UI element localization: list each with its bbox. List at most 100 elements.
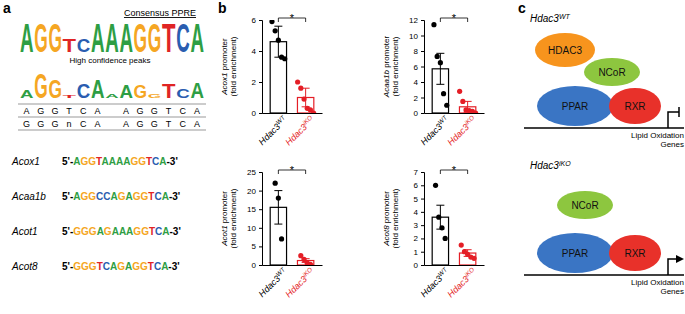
alignment-letter: A: [194, 106, 200, 116]
point: [269, 20, 274, 24]
point: [460, 99, 465, 104]
tick-label: 4: [414, 78, 419, 87]
annotation: *: [290, 164, 295, 176]
tick: [259, 172, 262, 173]
gene-sequence: 5'-AGGCCAGAGGTCA-3': [62, 191, 180, 202]
gene-sequence: 5'-GGGAGAAAGGTCA-3': [62, 226, 181, 237]
logo-letter: G: [48, 15, 62, 61]
alignment-letter: n: [67, 119, 72, 129]
protein-label: HDAC3: [548, 45, 582, 56]
logo-letter: G: [34, 66, 48, 105]
axis-line: [425, 113, 485, 114]
alignment-letter: C: [179, 106, 186, 116]
activation-arrow: [668, 259, 677, 275]
logo-letter: G: [48, 74, 62, 103]
y-axis: 01234567: [414, 168, 425, 270]
tick-label: 0: [252, 261, 257, 270]
target-label: Lipid Oxidation: [631, 278, 684, 287]
protein: [609, 235, 661, 271]
point: [282, 56, 287, 61]
tick-label: 4: [414, 208, 419, 217]
rule: [18, 117, 206, 118]
bar-chart: 0246Hdac3WTHdac3iKOAcox1 promoter(fold e…: [220, 12, 322, 148]
rule: [18, 104, 206, 105]
tick-label: 2: [252, 78, 257, 87]
point: [457, 89, 462, 94]
axis-title: Acaa1b promoter(fold enrichment): [382, 35, 400, 98]
point: [276, 195, 281, 200]
point: [436, 215, 441, 220]
tick: [421, 20, 424, 21]
logo-letter: T: [63, 36, 77, 56]
tick: [421, 185, 424, 186]
alignment-letter: T: [66, 106, 72, 116]
alignment-letter: C: [179, 119, 186, 129]
tick: [421, 199, 424, 200]
tick: [259, 228, 262, 229]
tick: [259, 191, 262, 192]
alignment-letter: T: [166, 106, 172, 116]
logo-letter: C: [77, 80, 91, 102]
rule: [18, 130, 206, 131]
bar-chart: 01234567Hdac3WTHdac3iKOAcot8 promoter(fo…: [382, 164, 484, 300]
axis-line: [263, 265, 323, 266]
tick: [421, 212, 424, 213]
alignment-letter: G: [51, 106, 58, 116]
protein: [537, 86, 613, 126]
point: [433, 183, 438, 188]
logo-letter: C: [176, 87, 190, 101]
gene-sequence: 5'-GGGTCAGAGGTCA-3': [62, 261, 180, 272]
alignment-letter: G: [51, 119, 58, 129]
tick: [421, 82, 424, 83]
tick: [259, 209, 262, 210]
axis-line: [259, 173, 263, 266]
alignment-letter: A: [23, 106, 29, 116]
protein-label: PPAR: [562, 248, 589, 259]
state-label: Hdac3iKO: [530, 160, 571, 172]
gene-name: Acox1: [11, 156, 40, 167]
tick-label: 6: [414, 63, 419, 72]
gene-name: Acaa1b: [11, 191, 46, 202]
x-axis: Hdac3WTHdac3iKO: [256, 113, 323, 148]
tick-label: 0: [252, 109, 257, 118]
alignment-letter: A: [194, 119, 200, 129]
axis-line: [425, 265, 485, 266]
alignment-letter: C: [80, 119, 87, 129]
gene-sequence: 5'-AGGTAAAAGGTCA-3': [62, 156, 178, 167]
gene-name: Acot1: [11, 226, 38, 237]
tick-label: Hdac3iKO: [445, 114, 479, 148]
point: [435, 54, 440, 59]
tick: [421, 67, 424, 68]
tick: [259, 113, 262, 114]
logo-letter: A: [20, 15, 34, 61]
tick: [259, 265, 262, 266]
tick: [421, 51, 424, 52]
target-label: Genes: [660, 287, 684, 296]
alignment-letter: G: [151, 119, 158, 129]
panel-a: Consensus PPREAGGTCAAAGGTCAHigh confiden…: [11, 8, 206, 272]
gene-name: Acot8: [11, 261, 38, 272]
tick-label: 0: [414, 261, 419, 270]
tick-label: 15: [247, 205, 256, 214]
logo-letter: G: [148, 93, 162, 100]
axis-line: [263, 113, 323, 114]
tick: [421, 98, 424, 99]
point: [431, 22, 436, 27]
complex-diagram: Hdac3WTHDAC3NCoRPPARRXRLipid OxidationGe…: [524, 13, 684, 150]
panel-label: b: [218, 0, 227, 16]
tick: [259, 82, 262, 83]
axis-line: [421, 21, 425, 114]
alignment-letter: A: [94, 119, 100, 129]
tick-label: 10: [409, 32, 418, 41]
alignment-letter: C: [80, 106, 87, 116]
logo-letter: A: [119, 82, 133, 102]
protein: [535, 33, 595, 67]
alignment-letter: G: [37, 106, 44, 116]
tick: [421, 113, 424, 114]
point: [273, 181, 278, 186]
protein: [557, 191, 613, 219]
logo-letter: G: [134, 82, 148, 102]
axis-line: [421, 173, 425, 266]
y-axis: 024681012: [409, 16, 424, 118]
tick-label: 2: [414, 94, 419, 103]
